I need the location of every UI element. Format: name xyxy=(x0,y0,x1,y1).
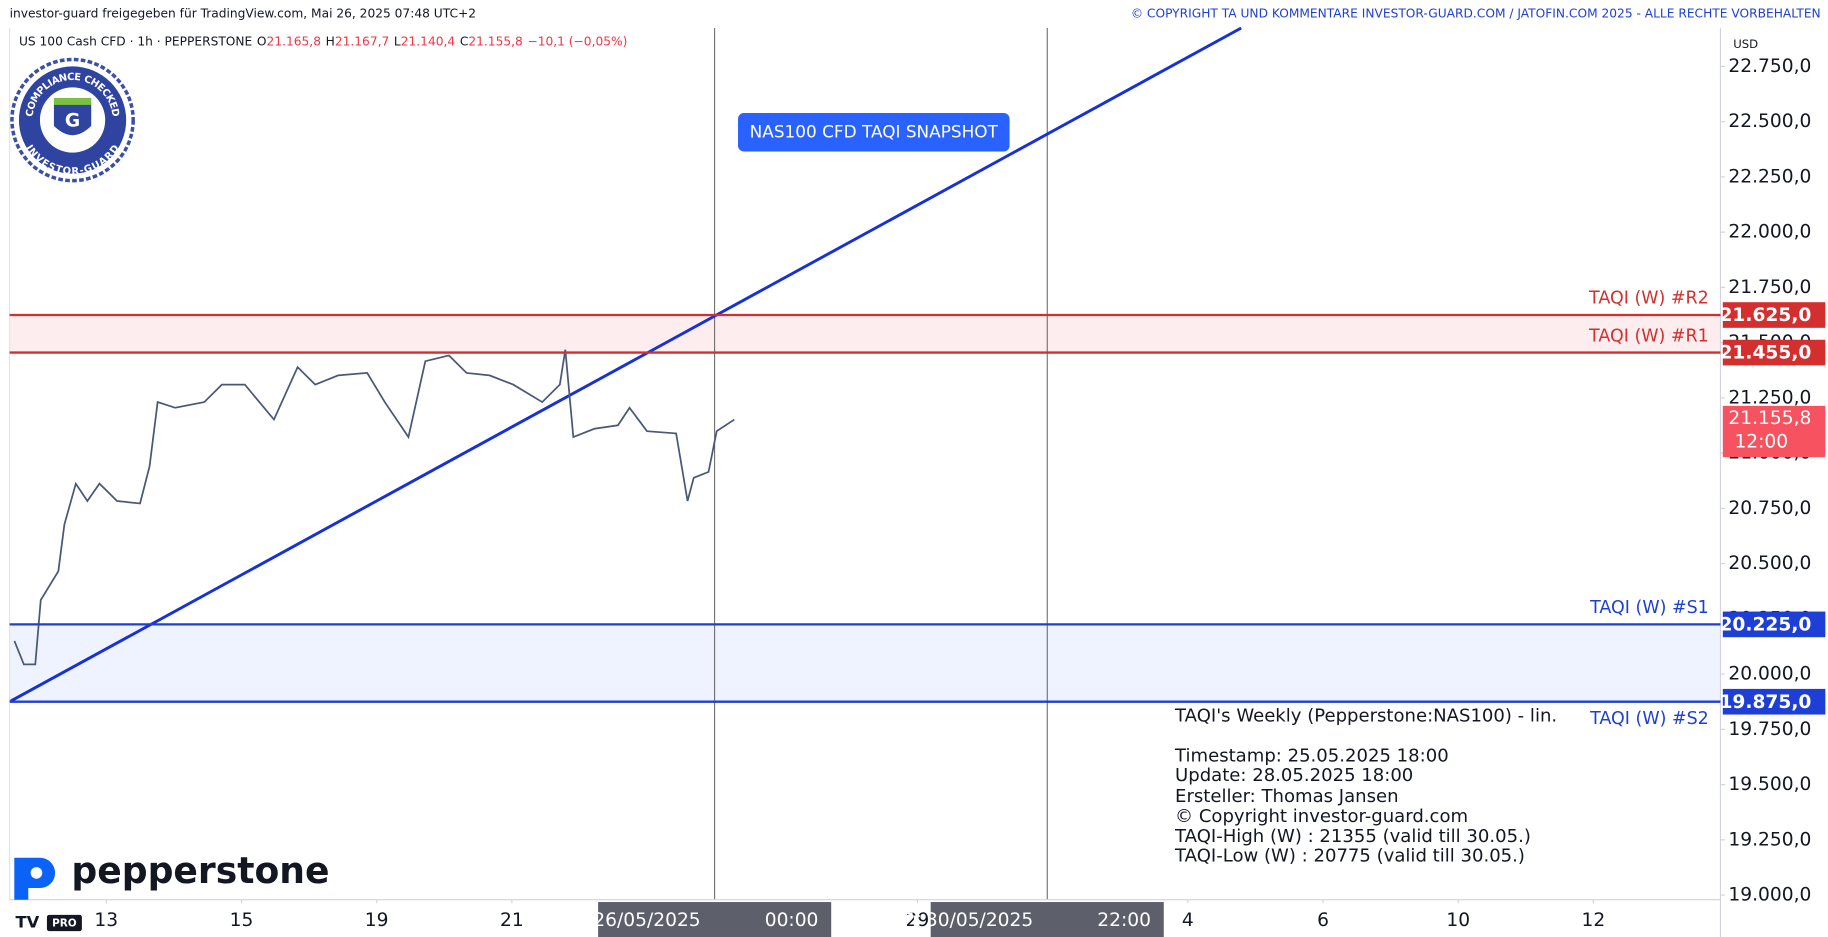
broker-mark-hole xyxy=(30,867,43,879)
badge: G COMPLIANCE CHECKED INVESTOR-GUARD xyxy=(10,57,135,183)
zone xyxy=(9,315,1721,353)
level-name: TAQI (W) #R2 xyxy=(1588,289,1709,309)
price-line xyxy=(13,349,735,666)
y-tick-label: 19.500,0 xyxy=(1728,774,1811,795)
ohlc-change: −10,1 (−0,05%) xyxy=(527,34,627,48)
broker-name: pepperstone xyxy=(71,849,329,892)
info-line: TAQI-High (W) : 21355 (valid till 30.05.… xyxy=(1174,826,1531,847)
snapshot-bg xyxy=(738,113,1010,152)
currency: USD xyxy=(1733,37,1758,51)
level-label-bg xyxy=(1722,688,1826,715)
y-tick-label: 22.500,0 xyxy=(1728,111,1811,132)
time-label-date: Fr 30/05/2025 xyxy=(903,910,1033,931)
x-tick-label: 15 xyxy=(230,910,254,931)
info-block: TAQI's Weekly (Pepperstone:NAS100) - lin… xyxy=(1174,706,1557,867)
level-label-bg xyxy=(1722,611,1826,638)
broker-logo: pepperstone TV PRO xyxy=(14,849,329,932)
ohlc-value: 21.167,7 xyxy=(335,34,389,48)
level-name: TAQI (W) #S1 xyxy=(1589,598,1709,618)
plot xyxy=(8,26,1721,900)
ohlc-key: H xyxy=(326,34,335,48)
info-line: TAQI-Low (W) : 20775 (valid till 30.05.) xyxy=(1174,846,1525,867)
current-price: 21.155,8 xyxy=(1728,408,1811,429)
time-label-date: Mo 26/05/2025 xyxy=(560,910,701,931)
header-right: © COPYRIGHT TA UND KOMMENTARE INVESTOR-G… xyxy=(1131,6,1821,20)
time-label-bg xyxy=(598,902,832,937)
y-tick-label: 20.000,0 xyxy=(1728,664,1811,685)
tv-pro-bg xyxy=(46,914,82,932)
y-tick-label: 21.250,0 xyxy=(1728,387,1811,408)
y-tick-label: 22.750,0 xyxy=(1728,56,1811,77)
broker-mark xyxy=(14,857,56,900)
y-tick-label: 21.750,0 xyxy=(1728,277,1811,298)
header-left: investor-guard freigegeben für TradingVi… xyxy=(10,6,476,20)
level-value: 21.625,0 xyxy=(1719,305,1811,326)
time-label-bg xyxy=(930,902,1164,937)
badge-shield xyxy=(53,102,92,136)
badge-letter: G xyxy=(65,111,80,132)
info-line: Update: 28.05.2025 18:00 xyxy=(1175,765,1413,786)
info-line: © Copyright investor-guard.com xyxy=(1175,806,1468,827)
level-value: 19.875,0 xyxy=(1719,692,1811,713)
y-tick-label: 22.000,0 xyxy=(1728,222,1811,243)
tv-pro: PRO xyxy=(52,918,77,930)
ohlc-key: L xyxy=(394,34,401,48)
zone xyxy=(9,624,1721,702)
x-tick-label: 19 xyxy=(365,910,389,931)
snapshot-box: NAS100 CFD TAQI SNAPSHOT xyxy=(738,113,1010,152)
legend: US 100 Cash CFD · 1h · PEPPERSTONE xyxy=(19,34,252,48)
ohlc-value: 21.140,4 xyxy=(401,34,456,48)
x-tick-label: 12 xyxy=(1582,910,1606,931)
x-tick-label: 21 xyxy=(500,910,524,931)
snapshot-title: NAS100 CFD TAQI SNAPSHOT xyxy=(750,121,999,141)
x-tick-label: 10 xyxy=(1446,910,1470,931)
badge-stripe xyxy=(53,97,92,105)
info-line: TAQI's Weekly (Pepperstone:NAS100) - lin… xyxy=(1174,706,1557,727)
y-tick-label: 19.250,0 xyxy=(1728,829,1811,850)
ohlc-key: C xyxy=(460,34,469,48)
current-price-bg xyxy=(1722,405,1826,458)
y-tick-label: 22.250,0 xyxy=(1728,166,1811,187)
y-tick-label: 19.000,0 xyxy=(1728,885,1811,906)
info-line: Timestamp: 25.05.2025 18:00 xyxy=(1174,745,1449,766)
symbol: US 100 Cash CFD · 1h · PEPPERSTONE xyxy=(19,34,252,48)
level-name: TAQI (W) #S2 xyxy=(1589,709,1709,729)
ohlc-value: 21.155,8 xyxy=(468,34,522,48)
countdown: 12:00 xyxy=(1734,432,1788,453)
ohlc-value: 21.165,8 xyxy=(267,34,321,48)
x-tick-label: 29 xyxy=(906,910,930,931)
x-tick-label: 6 xyxy=(1317,910,1329,931)
x-tick-label: 13 xyxy=(94,910,118,931)
y-tick-label: 20.750,0 xyxy=(1728,498,1811,519)
trendline xyxy=(8,26,1242,703)
level-value: 21.455,0 xyxy=(1719,343,1811,364)
tv-logo: TV xyxy=(15,913,39,932)
level-value: 20.225,0 xyxy=(1719,614,1811,635)
level-name: TAQI (W) #R1 xyxy=(1588,326,1709,346)
ohlc-key: O xyxy=(257,34,267,48)
y-tick-label: 20.500,0 xyxy=(1728,553,1811,574)
info-line: Ersteller: Thomas Jansen xyxy=(1175,786,1398,807)
time-label-time: 22:00 xyxy=(1097,910,1151,931)
y-tick-label: 19.750,0 xyxy=(1728,719,1811,740)
level-label-bg xyxy=(1722,302,1826,328)
level-label-bg xyxy=(1722,339,1826,366)
x-tick-label: 4 xyxy=(1182,910,1194,931)
time-label-time: 00:00 xyxy=(765,910,819,931)
